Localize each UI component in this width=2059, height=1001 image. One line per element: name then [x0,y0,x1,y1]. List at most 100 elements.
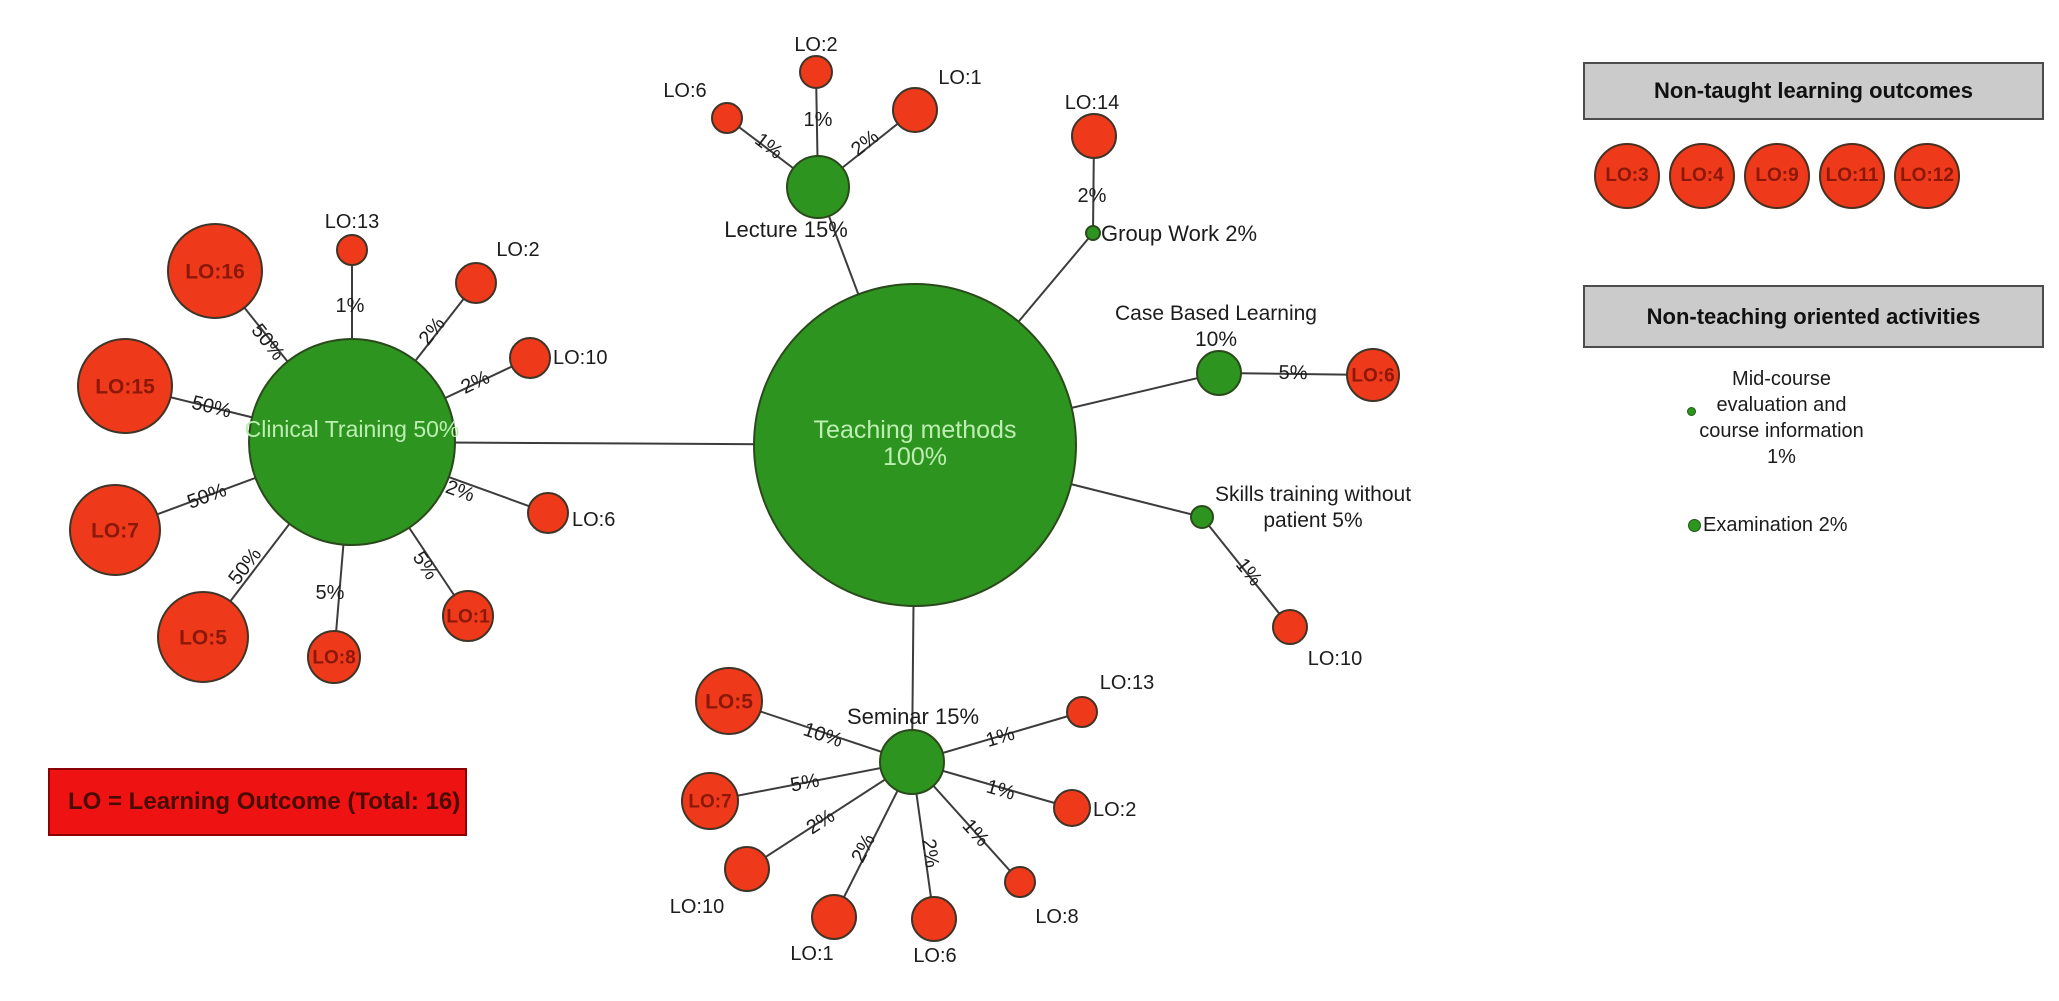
pct-seminar-lo6: 2% [917,837,943,869]
node-seminar-lo13 [1066,696,1098,728]
pct-lecture-lo1: 2% [847,126,883,161]
label-clinical-lo7: LO:7 [91,519,139,542]
hub-teaching [753,283,1077,607]
node-seminar-lo10 [724,846,770,892]
node-seminar-lo6 [911,896,957,942]
label-seminar-lo8: LO:8 [1035,906,1078,928]
hub-label-casebased-1: 10% [1195,328,1237,351]
node-lecture-lo1 [892,87,938,133]
hub-label-clinical-0: Clinical Training 50% [245,416,460,442]
label-seminar-lo13: LO:13 [1100,672,1154,694]
hub-label-groupwork-0: Group Work 2% [1101,221,1257,246]
link-skills-lo10 [1201,516,1291,628]
label-seminar-lo7: LO:7 [688,792,731,813]
node-seminar-lo7 [681,772,739,830]
pct-seminar-lo2: 1% [984,776,1018,805]
non-taught-label-lo3: LO:3 [1605,165,1649,186]
label-clinical-lo6: LO:6 [572,509,615,531]
link-seminar-lo7 [709,761,913,802]
pct-lecture-lo2: 1% [804,109,833,131]
pct-clinical-lo6: 2% [443,476,478,507]
label-clinical-lo5: LO:5 [179,626,227,649]
node-skills-lo10 [1272,609,1308,645]
hub-label-skills-0: Skills training without [1215,483,1411,506]
pct-clinical-lo8: 5% [316,582,345,604]
panel-non-taught-header: Non-taught learning outcomes [1583,62,2044,120]
node-lecture-lo6 [711,102,743,134]
hub-clinical [248,338,456,546]
pct-casebased-lo6: 5% [1278,362,1307,384]
label-lecture-lo1: LO:1 [938,67,981,89]
non-taught-lo3: LO:3 [1594,143,1660,209]
pct-groupwork-lo14: 2% [1078,185,1107,207]
node-clinical-lo10 [509,337,551,379]
label-groupwork-lo14: LO:14 [1065,92,1119,114]
node-lecture-lo2 [799,55,833,89]
pct-clinical-lo15: 50% [189,392,233,423]
label-lecture-lo2: LO:2 [794,34,837,56]
node-clinical-lo13 [336,234,368,266]
label-clinical-lo10: LO:10 [553,347,607,369]
hub-groupwork [1085,225,1101,241]
pct-clinical-lo2: 2% [415,313,450,349]
label-seminar-lo5: LO:5 [705,690,753,713]
hub-casebased [1196,350,1242,396]
label-clinical-lo13: LO:13 [325,211,379,233]
examination-label: Examination 2% [1703,514,1848,536]
node-clinical-lo7 [69,484,161,576]
non-taught-circles-row: LO:3 LO:4 LO:9 LO:11 LO:12 [1594,143,1960,209]
hub-skills [1190,505,1214,529]
node-seminar-lo5 [695,667,763,735]
pct-seminar-lo10: 2% [803,805,839,839]
node-clinical-lo6 [527,492,569,534]
non-taught-label-lo12: LO:12 [1900,165,1954,186]
panel-non-teaching-header: Non-teaching oriented activities [1583,285,2044,348]
hub-label-casebased-0: Case Based Learning [1115,302,1317,325]
hub-lecture [786,155,850,219]
non-taught-lo11: LO:11 [1819,143,1885,209]
label-clinical-lo16: LO:16 [185,260,245,283]
pct-seminar-lo13: 1% [983,723,1017,752]
hub-seminar [879,729,945,795]
label-seminar-lo10: LO:10 [670,896,724,918]
label-skills-lo10: LO:10 [1308,648,1362,670]
node-clinical-lo1 [442,590,494,642]
node-clinical-lo2 [455,262,497,304]
hub-label-teaching-1: 100% [883,443,947,471]
node-clinical-lo8 [307,630,361,684]
pct-clinical-lo1: 5% [408,548,442,584]
pct-clinical-lo5: 50% [224,544,266,589]
node-seminar-lo8 [1004,866,1036,898]
panel-non-teaching-title: Non-teaching oriented activities [1646,304,1981,329]
label-lecture-lo6: LO:6 [663,80,706,102]
label-clinical-lo15: LO:15 [95,375,155,398]
non-taught-lo9: LO:9 [1744,143,1810,209]
node-seminar-lo1 [811,894,857,940]
lo-legend-text: LO = Learning Outcome (Total: 16) [68,788,461,815]
node-clinical-lo5 [157,591,249,683]
examination-dot-icon [1688,519,1701,532]
pct-seminar-lo7: 5% [789,770,822,797]
hub-label-lecture-0: Lecture 15% [724,217,848,242]
node-groupwork-lo14 [1071,113,1117,159]
non-taught-label-lo11: LO:11 [1825,165,1879,186]
pct-clinical-lo16: 50% [247,320,289,365]
node-casebased-lo6 [1346,348,1400,402]
node-seminar-lo2 [1053,789,1091,827]
non-taught-lo4: LO:4 [1669,143,1735,209]
label-seminar-lo1: LO:1 [790,943,833,965]
label-seminar-lo6: LO:6 [913,945,956,967]
pct-seminar-lo5: 10% [800,719,845,753]
pct-clinical-lo10: 2% [458,366,494,398]
panel-non-taught-title: Non-taught learning outcomes [1654,78,1973,103]
hub-label-skills-1: patient 5% [1263,509,1362,532]
non-taught-label-lo9: LO:9 [1755,165,1799,186]
non-taught-lo12: LO:12 [1894,143,1960,209]
pct-clinical-lo13: 1% [336,295,365,317]
node-clinical-lo15 [77,338,173,434]
lo-legend-box: LO = Learning Outcome (Total: 16) [48,768,467,836]
label-clinical-lo2: LO:2 [496,239,539,261]
hub-label-teaching-0: Teaching methods [814,416,1017,444]
